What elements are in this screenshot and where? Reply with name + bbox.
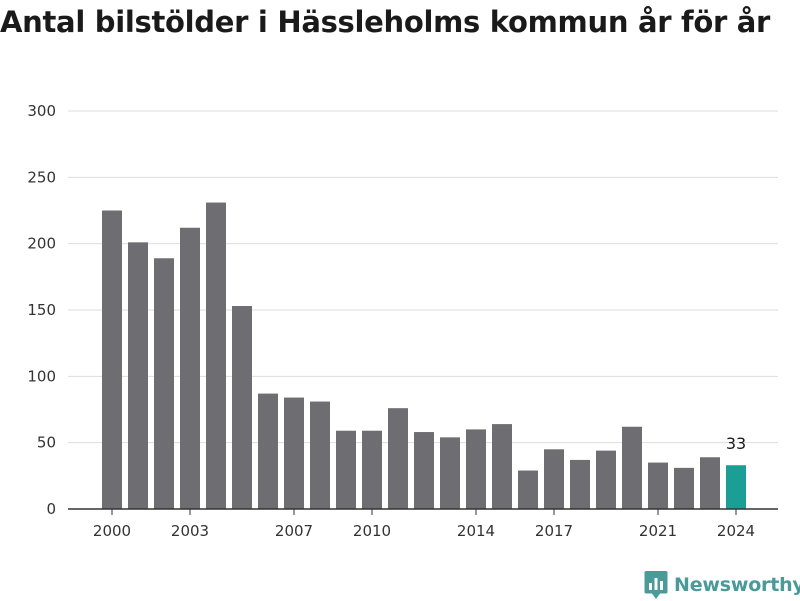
- x-tick-label: 2024: [717, 522, 755, 540]
- bar-2011: [388, 408, 408, 509]
- y-tick-label: 300: [27, 102, 56, 120]
- bar-2020: [622, 426, 642, 509]
- bar-2001: [128, 242, 148, 509]
- bar-2005: [232, 306, 252, 509]
- x-tick-label: 2003: [171, 522, 209, 540]
- bar-2000: [102, 210, 122, 509]
- x-tick-label: 2007: [275, 522, 313, 540]
- data-label-2024: 33: [726, 434, 746, 453]
- y-tick-label: 250: [27, 168, 56, 186]
- newsworthy-logo-icon: [644, 571, 668, 599]
- brand-name: Newsworthy: [674, 574, 800, 596]
- y-tick-label: 200: [27, 235, 56, 253]
- bar-2015: [492, 424, 512, 509]
- bar-2013: [440, 437, 460, 509]
- x-tick-label: 2000: [93, 522, 131, 540]
- y-tick-label: 150: [27, 301, 56, 319]
- bar-2003: [180, 227, 200, 509]
- x-tick-label: 2017: [535, 522, 573, 540]
- bar-2023: [700, 457, 720, 509]
- bar-2004: [206, 202, 226, 510]
- bar-2017: [544, 449, 564, 509]
- bar-2010: [362, 430, 382, 509]
- bar-2008: [310, 401, 330, 509]
- bar-2016: [518, 470, 538, 509]
- bar-2002: [154, 258, 174, 509]
- bar-2009: [336, 430, 356, 509]
- x-axis-ticks: 2000 2003 2007 2010 2014 2017 2021 2024: [93, 509, 755, 540]
- bar-2021: [648, 462, 668, 509]
- data-labels: 33: [726, 434, 746, 453]
- bar-2019: [596, 450, 616, 509]
- bar-2006: [258, 393, 278, 509]
- bar-2022: [674, 467, 694, 509]
- bar-2024: [726, 465, 746, 509]
- y-axis-tick-labels: 0 50 100 150 200 250 300: [27, 102, 56, 518]
- y-tick-label: 100: [27, 367, 56, 385]
- y-tick-label: 50: [37, 434, 56, 452]
- chart-title: Antal bilstölder i Hässleholms kommun år…: [0, 5, 771, 39]
- grid-lines: [68, 110, 778, 444]
- bar-2014: [466, 429, 486, 509]
- x-tick-label: 2021: [639, 522, 677, 540]
- bars: [102, 202, 746, 510]
- bar-2007: [284, 397, 304, 509]
- x-tick-label: 2014: [457, 522, 495, 540]
- newsworthy-brand: Newsworthy: [644, 569, 800, 601]
- x-tick-label: 2010: [353, 522, 391, 540]
- bar-2012: [414, 432, 434, 509]
- bar-2018: [570, 459, 590, 509]
- y-tick-label: 0: [46, 500, 56, 518]
